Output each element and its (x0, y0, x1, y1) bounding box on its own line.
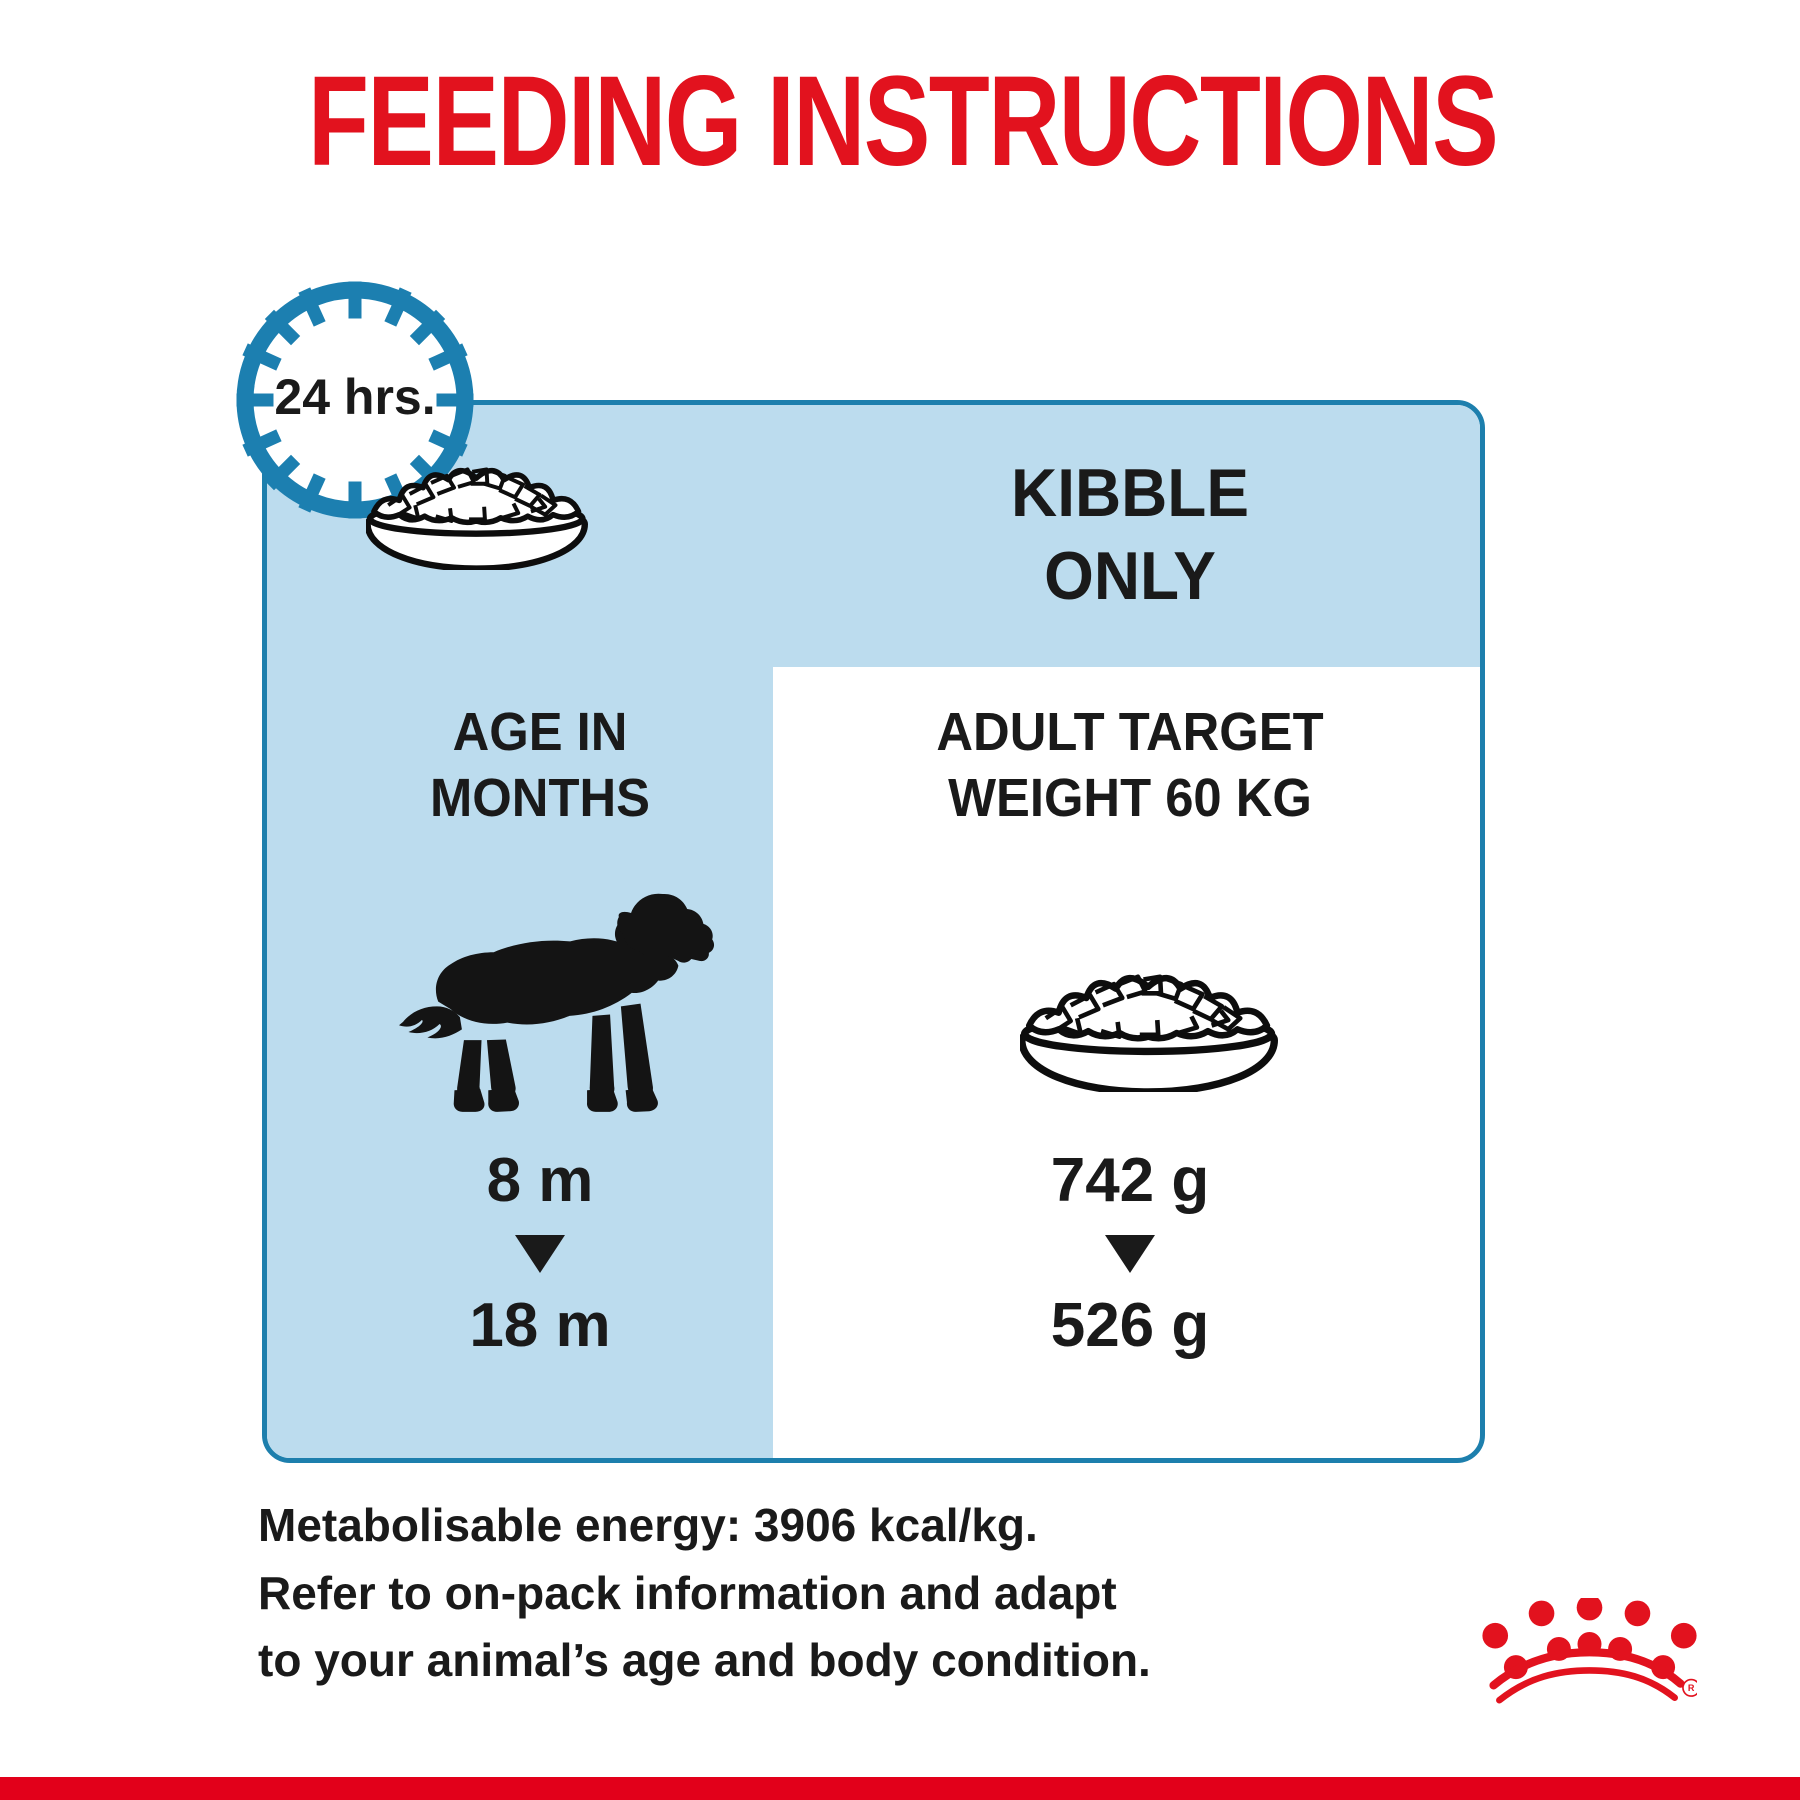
svg-text:R: R (1688, 1683, 1695, 1693)
